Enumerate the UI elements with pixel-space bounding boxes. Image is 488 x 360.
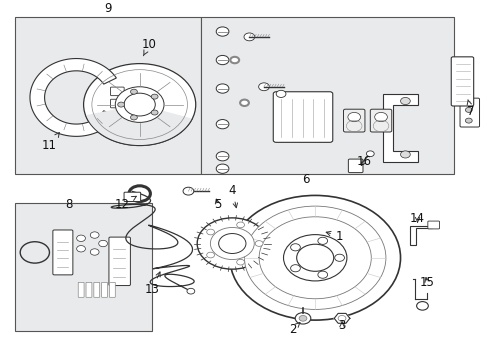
Circle shape	[236, 259, 244, 265]
FancyBboxPatch shape	[369, 109, 391, 132]
Circle shape	[366, 151, 373, 157]
Circle shape	[465, 107, 471, 112]
Circle shape	[210, 228, 254, 260]
Circle shape	[290, 265, 300, 272]
Bar	[15, 17, 200, 174]
Text: 7: 7	[466, 100, 474, 118]
Circle shape	[347, 112, 360, 122]
Text: 8: 8	[65, 198, 73, 211]
Circle shape	[465, 118, 471, 123]
Circle shape	[283, 235, 346, 281]
Circle shape	[244, 33, 254, 41]
Circle shape	[337, 315, 345, 321]
Circle shape	[334, 254, 344, 261]
Text: 2: 2	[289, 323, 299, 336]
Circle shape	[151, 94, 158, 99]
Circle shape	[229, 195, 400, 320]
Circle shape	[206, 252, 214, 258]
FancyBboxPatch shape	[450, 57, 473, 106]
FancyBboxPatch shape	[343, 109, 364, 132]
Circle shape	[151, 110, 158, 115]
Circle shape	[276, 90, 285, 98]
FancyBboxPatch shape	[94, 282, 100, 297]
Circle shape	[206, 229, 214, 235]
Text: 15: 15	[419, 276, 434, 289]
Text: 5: 5	[214, 198, 221, 211]
Polygon shape	[383, 94, 417, 162]
FancyBboxPatch shape	[110, 87, 124, 96]
Circle shape	[374, 112, 386, 122]
Text: 11: 11	[42, 132, 59, 152]
FancyBboxPatch shape	[459, 98, 479, 127]
FancyBboxPatch shape	[347, 159, 362, 173]
Circle shape	[259, 217, 370, 299]
Text: 3: 3	[338, 319, 345, 332]
FancyBboxPatch shape	[427, 221, 439, 229]
Circle shape	[216, 55, 228, 65]
FancyBboxPatch shape	[86, 282, 92, 297]
Circle shape	[290, 244, 300, 251]
Text: 12: 12	[115, 196, 136, 211]
FancyBboxPatch shape	[109, 282, 115, 297]
Polygon shape	[85, 104, 192, 145]
FancyBboxPatch shape	[78, 282, 84, 297]
Bar	[200, 17, 453, 174]
Polygon shape	[333, 314, 349, 323]
Circle shape	[236, 222, 244, 228]
Circle shape	[216, 120, 228, 129]
Circle shape	[216, 27, 228, 36]
Circle shape	[90, 232, 99, 238]
Circle shape	[296, 244, 333, 271]
Circle shape	[216, 164, 228, 173]
Circle shape	[77, 235, 85, 242]
Circle shape	[130, 115, 137, 120]
Text: 6: 6	[301, 173, 308, 186]
FancyBboxPatch shape	[273, 92, 332, 142]
Circle shape	[216, 84, 228, 93]
Circle shape	[90, 249, 99, 255]
Circle shape	[183, 187, 193, 195]
Text: 14: 14	[409, 212, 424, 225]
Polygon shape	[409, 226, 431, 245]
Circle shape	[115, 87, 163, 122]
Text: 16: 16	[356, 155, 371, 168]
Circle shape	[240, 100, 248, 106]
Circle shape	[230, 57, 239, 63]
Text: 13: 13	[144, 272, 160, 296]
Circle shape	[295, 312, 310, 324]
FancyBboxPatch shape	[124, 192, 141, 202]
Circle shape	[218, 234, 245, 253]
Circle shape	[258, 83, 269, 91]
FancyBboxPatch shape	[102, 282, 107, 297]
Circle shape	[77, 246, 85, 252]
Circle shape	[317, 237, 327, 244]
Bar	[15, 203, 152, 331]
Circle shape	[317, 271, 327, 278]
Circle shape	[83, 64, 195, 145]
Text: 9: 9	[104, 2, 111, 15]
FancyBboxPatch shape	[53, 230, 73, 275]
Circle shape	[400, 151, 409, 158]
Circle shape	[197, 218, 267, 269]
FancyBboxPatch shape	[110, 99, 124, 108]
Circle shape	[400, 98, 409, 104]
Text: 1: 1	[325, 230, 343, 243]
Circle shape	[216, 152, 228, 161]
Circle shape	[244, 206, 385, 310]
Circle shape	[118, 102, 124, 107]
Text: 10: 10	[142, 37, 157, 56]
Circle shape	[255, 241, 263, 246]
Circle shape	[124, 93, 155, 116]
Circle shape	[99, 240, 107, 247]
Polygon shape	[30, 59, 116, 136]
Text: 4: 4	[228, 184, 237, 208]
FancyBboxPatch shape	[109, 237, 130, 285]
Circle shape	[299, 315, 306, 321]
Circle shape	[186, 288, 194, 294]
Circle shape	[130, 89, 137, 94]
